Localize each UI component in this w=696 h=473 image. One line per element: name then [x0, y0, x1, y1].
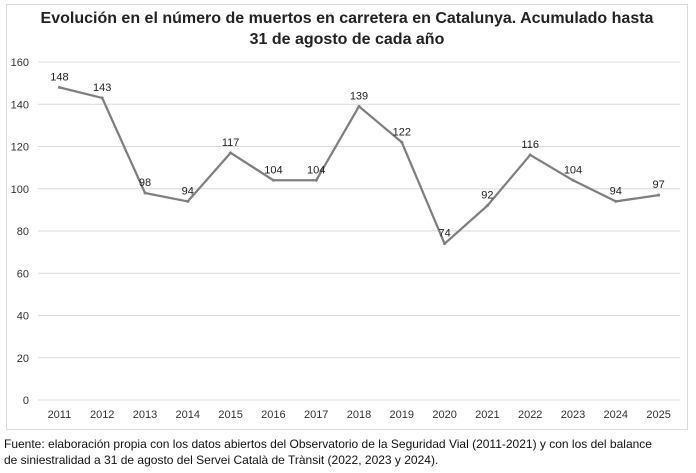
- x-tick-label: 2011: [48, 409, 72, 421]
- data-label: 74: [438, 228, 450, 240]
- data-point: [657, 193, 661, 197]
- x-tick-label: 2018: [347, 409, 371, 421]
- x-tick-label: 2021: [475, 409, 499, 421]
- y-tick-label: 20: [17, 353, 29, 365]
- source-line-1: Fuente: elaboración propia con los datos…: [4, 437, 652, 451]
- data-label: 122: [393, 126, 411, 138]
- line-chart: 0 20 40 60 80 100 120 140 160 2011 2012 2013 2014 201…: [11, 57, 680, 421]
- chart-title-line-1: Evolución en el número de muertos en car…: [40, 10, 654, 27]
- data-label: 148: [50, 71, 68, 83]
- x-tick-label: 2025: [646, 409, 670, 421]
- data-label: 92: [481, 190, 493, 202]
- data-label: 98: [139, 177, 151, 189]
- data-label: 139: [350, 90, 368, 102]
- chart-title: Evolución en el número de muertos en car…: [6, 8, 688, 50]
- y-tick-label: 80: [17, 226, 29, 238]
- data-label: 94: [182, 185, 194, 197]
- y-tick-label: 60: [17, 268, 29, 280]
- data-point: [400, 140, 404, 144]
- data-label: 97: [652, 179, 664, 191]
- source-note: Fuente: elaboración propia con los datos…: [4, 436, 694, 468]
- x-tick-label: 2017: [304, 409, 328, 421]
- data-point: [485, 204, 489, 208]
- data-point: [443, 242, 447, 246]
- chart-title-line-2: 31 de agosto de cada año: [249, 31, 445, 48]
- chart-frame: [6, 4, 688, 430]
- x-tick-label: 2019: [390, 409, 414, 421]
- data-point: [357, 104, 361, 108]
- y-tick-label: 140: [11, 99, 29, 111]
- data-point: [614, 199, 618, 203]
- data-point: [528, 153, 532, 157]
- x-tick-label: 2022: [518, 409, 542, 421]
- x-tick-label: 2016: [261, 409, 285, 421]
- data-point: [143, 191, 147, 195]
- x-tick-label: 2020: [432, 409, 456, 421]
- y-tick-label: 120: [11, 142, 29, 154]
- data-point: [229, 151, 233, 155]
- x-tick-label: 2015: [218, 409, 242, 421]
- data-label: 116: [521, 139, 539, 151]
- x-tick-label: 2023: [561, 409, 585, 421]
- x-tick-label: 2014: [176, 409, 200, 421]
- data-point: [186, 199, 190, 203]
- data-point: [57, 85, 61, 89]
- data-point: [100, 96, 104, 100]
- data-label: 104: [264, 164, 282, 176]
- y-tick-label: 0: [23, 395, 29, 407]
- data-label: 143: [93, 82, 111, 94]
- data-point: [271, 178, 275, 182]
- data-label: 117: [222, 137, 240, 149]
- data-point: [314, 178, 318, 182]
- y-tick-label: 160: [11, 57, 29, 69]
- y-tick-label: 100: [11, 184, 29, 196]
- data-label: 94: [610, 185, 622, 197]
- x-tick-label: 2024: [604, 409, 628, 421]
- data-label: 104: [307, 164, 325, 176]
- source-line-2: de siniestralidad a 31 de agosto del Ser…: [4, 453, 439, 467]
- data-label: 104: [564, 164, 582, 176]
- data-point: [571, 178, 575, 182]
- x-tick-label: 2013: [133, 409, 157, 421]
- y-tick-label: 40: [17, 311, 29, 323]
- x-tick-label: 2012: [90, 409, 114, 421]
